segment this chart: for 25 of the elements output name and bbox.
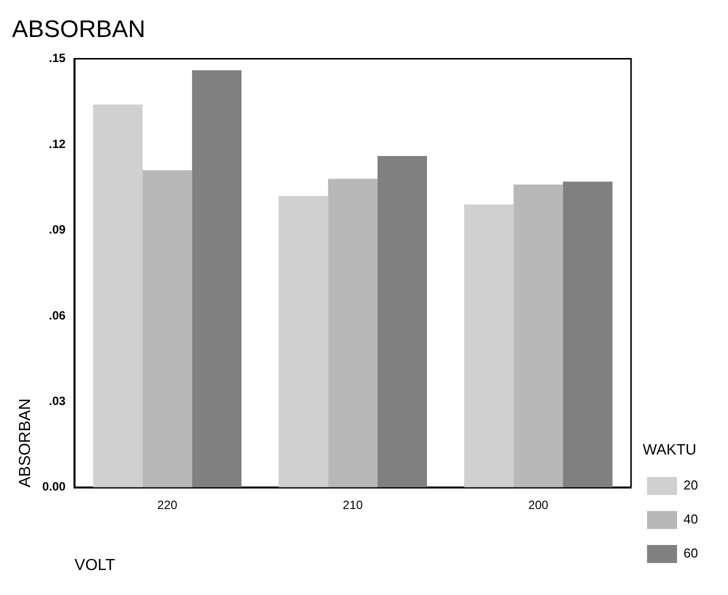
x-tick-label: 210 bbox=[342, 498, 364, 512]
y-tick-label: 0.00 bbox=[42, 480, 66, 494]
x-axis-title: VOLT bbox=[74, 556, 116, 574]
legend-label: 40 bbox=[684, 512, 698, 527]
y-axis-title: ABSORBAN bbox=[17, 398, 34, 488]
y-tick-label: .09 bbox=[48, 222, 66, 237]
bar bbox=[142, 170, 192, 488]
y-tick-label: .12 bbox=[48, 136, 66, 151]
bar bbox=[563, 182, 612, 488]
legend-label: 20 bbox=[684, 478, 698, 493]
bar bbox=[464, 204, 514, 488]
bar bbox=[328, 178, 378, 488]
bar bbox=[192, 70, 242, 488]
bar bbox=[514, 184, 564, 488]
legend-label: 60 bbox=[684, 546, 698, 561]
bar bbox=[93, 104, 143, 488]
x-tick-label: 200 bbox=[528, 498, 549, 512]
bar bbox=[378, 156, 427, 488]
bar bbox=[278, 196, 328, 488]
x-tick-label: 220 bbox=[157, 498, 178, 512]
y-tick-label: .15 bbox=[48, 51, 66, 66]
legend-title: WAKTU bbox=[642, 442, 696, 459]
chart-title: ABSORBAN bbox=[12, 16, 146, 44]
y-tick-label: .03 bbox=[48, 394, 66, 408]
y-tick-label: .06 bbox=[48, 308, 66, 322]
